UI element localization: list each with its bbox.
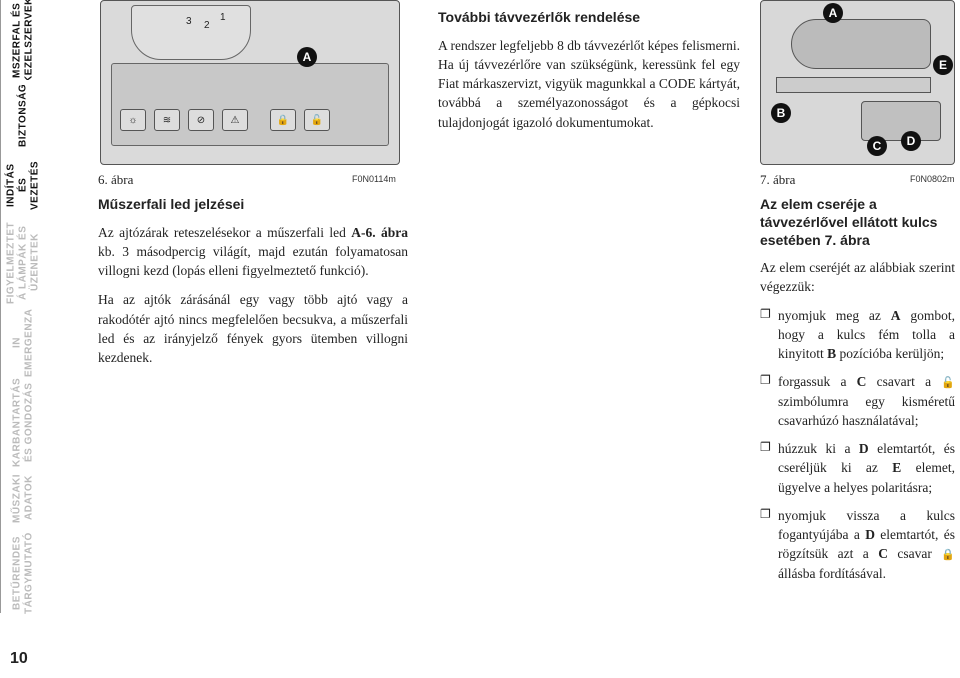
key-body bbox=[791, 19, 931, 69]
sidebar-tab-2[interactable]: INDÍTÁS ÉS VEZETÉS bbox=[0, 150, 46, 220]
callout-A2: A bbox=[823, 3, 843, 23]
col1-p1-a: Az ajtózárak reteszelésekor a műszerfali… bbox=[98, 225, 351, 240]
col1-p2: Ha az ajtók zárásánál egy vagy több ajtó… bbox=[98, 290, 408, 367]
column-1: Műszerfali led jelzései Az ajtózárak ret… bbox=[98, 195, 408, 377]
col3-bullet-3: nyomjuk vissza a kulcs fogantyújába a D … bbox=[760, 506, 955, 583]
col3-bullet-1: forgassuk a C csavart a 🔓 szimbólumra eg… bbox=[760, 372, 955, 430]
dash-btn-3: ⊘ bbox=[188, 109, 214, 131]
callout-B: B bbox=[771, 103, 791, 123]
key-blade bbox=[776, 77, 931, 93]
dash-panel: ☼ ≋ ⊘ ⚠ 🔒 🔓 bbox=[111, 63, 389, 146]
sidebar-tab-7[interactable]: BETŰRENDES TÁRGYMUTATÓ bbox=[0, 533, 46, 613]
col3-bullet-0: nyomjuk meg az A gombot, hogy a kulcs fé… bbox=[760, 306, 955, 363]
col1-p1-b: A-6. ábra bbox=[351, 225, 408, 240]
col3-heading: Az elem cseréje a távvezérlővel ellátott… bbox=[760, 195, 955, 250]
sidebar-tab-5[interactable]: KARBANTARTÁS ÉS GONDOZÁS bbox=[0, 381, 46, 463]
figure-7-key: A B C D E bbox=[760, 0, 955, 165]
column-3: Az elem cseréje a távvezérlővel ellátott… bbox=[760, 195, 955, 592]
gauge-1: 1 bbox=[220, 12, 226, 23]
gauge-2: 2 bbox=[204, 20, 210, 31]
column-2: További távvezérlők rendelése A rendszer… bbox=[438, 8, 740, 142]
callout-C: C bbox=[867, 136, 887, 156]
figure-6-dashboard: 1 2 3 ☼ ≋ ⊘ ⚠ 🔒 🔓 A bbox=[100, 0, 400, 165]
col2-heading: További távvezérlők rendelése bbox=[438, 8, 740, 28]
figure-7-code: F0N0802m bbox=[910, 174, 955, 184]
sidebar-tab-3[interactable]: FIGYELMEZTET Á LÁMPÁK ÉS ÜZENETEK bbox=[0, 220, 46, 305]
page-number: 10 bbox=[10, 650, 28, 668]
col2-p1: A rendszer legfeljebb 8 db távvezérlőt k… bbox=[438, 36, 740, 132]
gauge-3: 3 bbox=[186, 16, 192, 27]
callout-A: A bbox=[297, 47, 317, 67]
sidebar-tab-1[interactable]: BIZTONSÁG bbox=[0, 80, 46, 150]
callout-D: D bbox=[901, 131, 921, 151]
col3-intro: Az elem cseréjét az alábbiak szerint vég… bbox=[760, 258, 955, 296]
callout-E: E bbox=[933, 55, 953, 75]
col3-bullet-2: húzzuk ki a D elemtartót, és cseréljük k… bbox=[760, 439, 955, 496]
dash-btn-4: ⚠ bbox=[222, 109, 248, 131]
figure-6-caption: 6. ábra bbox=[98, 172, 133, 188]
col1-p1: Az ajtózárak reteszelésekor a műszerfali… bbox=[98, 223, 408, 280]
dash-btn-6: 🔓 bbox=[304, 109, 330, 131]
col1-p1-c: kb. 3 másodpercig világít, majd ezután f… bbox=[98, 244, 408, 278]
dash-btn-5: 🔒 bbox=[270, 109, 296, 131]
sidebar-tab-4[interactable]: IN EMERGENZA bbox=[0, 305, 46, 381]
key-base bbox=[861, 101, 941, 141]
sidebar-tab-6[interactable]: MŰSZAKI ADATOK bbox=[0, 463, 46, 533]
figure-7-caption: 7. ábra bbox=[760, 172, 795, 188]
sidebar-tab-0[interactable]: MSZERFAL ÉS KEZELSZERVEK bbox=[0, 0, 46, 80]
figure-6-code: F0N0114m bbox=[352, 174, 396, 184]
dash-btn-1: ☼ bbox=[120, 109, 146, 131]
page-content: 1 2 3 ☼ ≋ ⊘ ⚠ 🔒 🔓 A 6. ábra F0N0114m A B… bbox=[60, 0, 950, 678]
dash-btn-2: ≋ bbox=[154, 109, 180, 131]
sidebar-tabs: MSZERFAL ÉS KEZELSZERVEKBIZTONSÁGINDÍTÁS… bbox=[0, 0, 46, 678]
col3-bullet-list: nyomjuk meg az A gombot, hogy a kulcs fé… bbox=[760, 306, 955, 583]
col1-heading: Műszerfali led jelzései bbox=[98, 195, 408, 215]
